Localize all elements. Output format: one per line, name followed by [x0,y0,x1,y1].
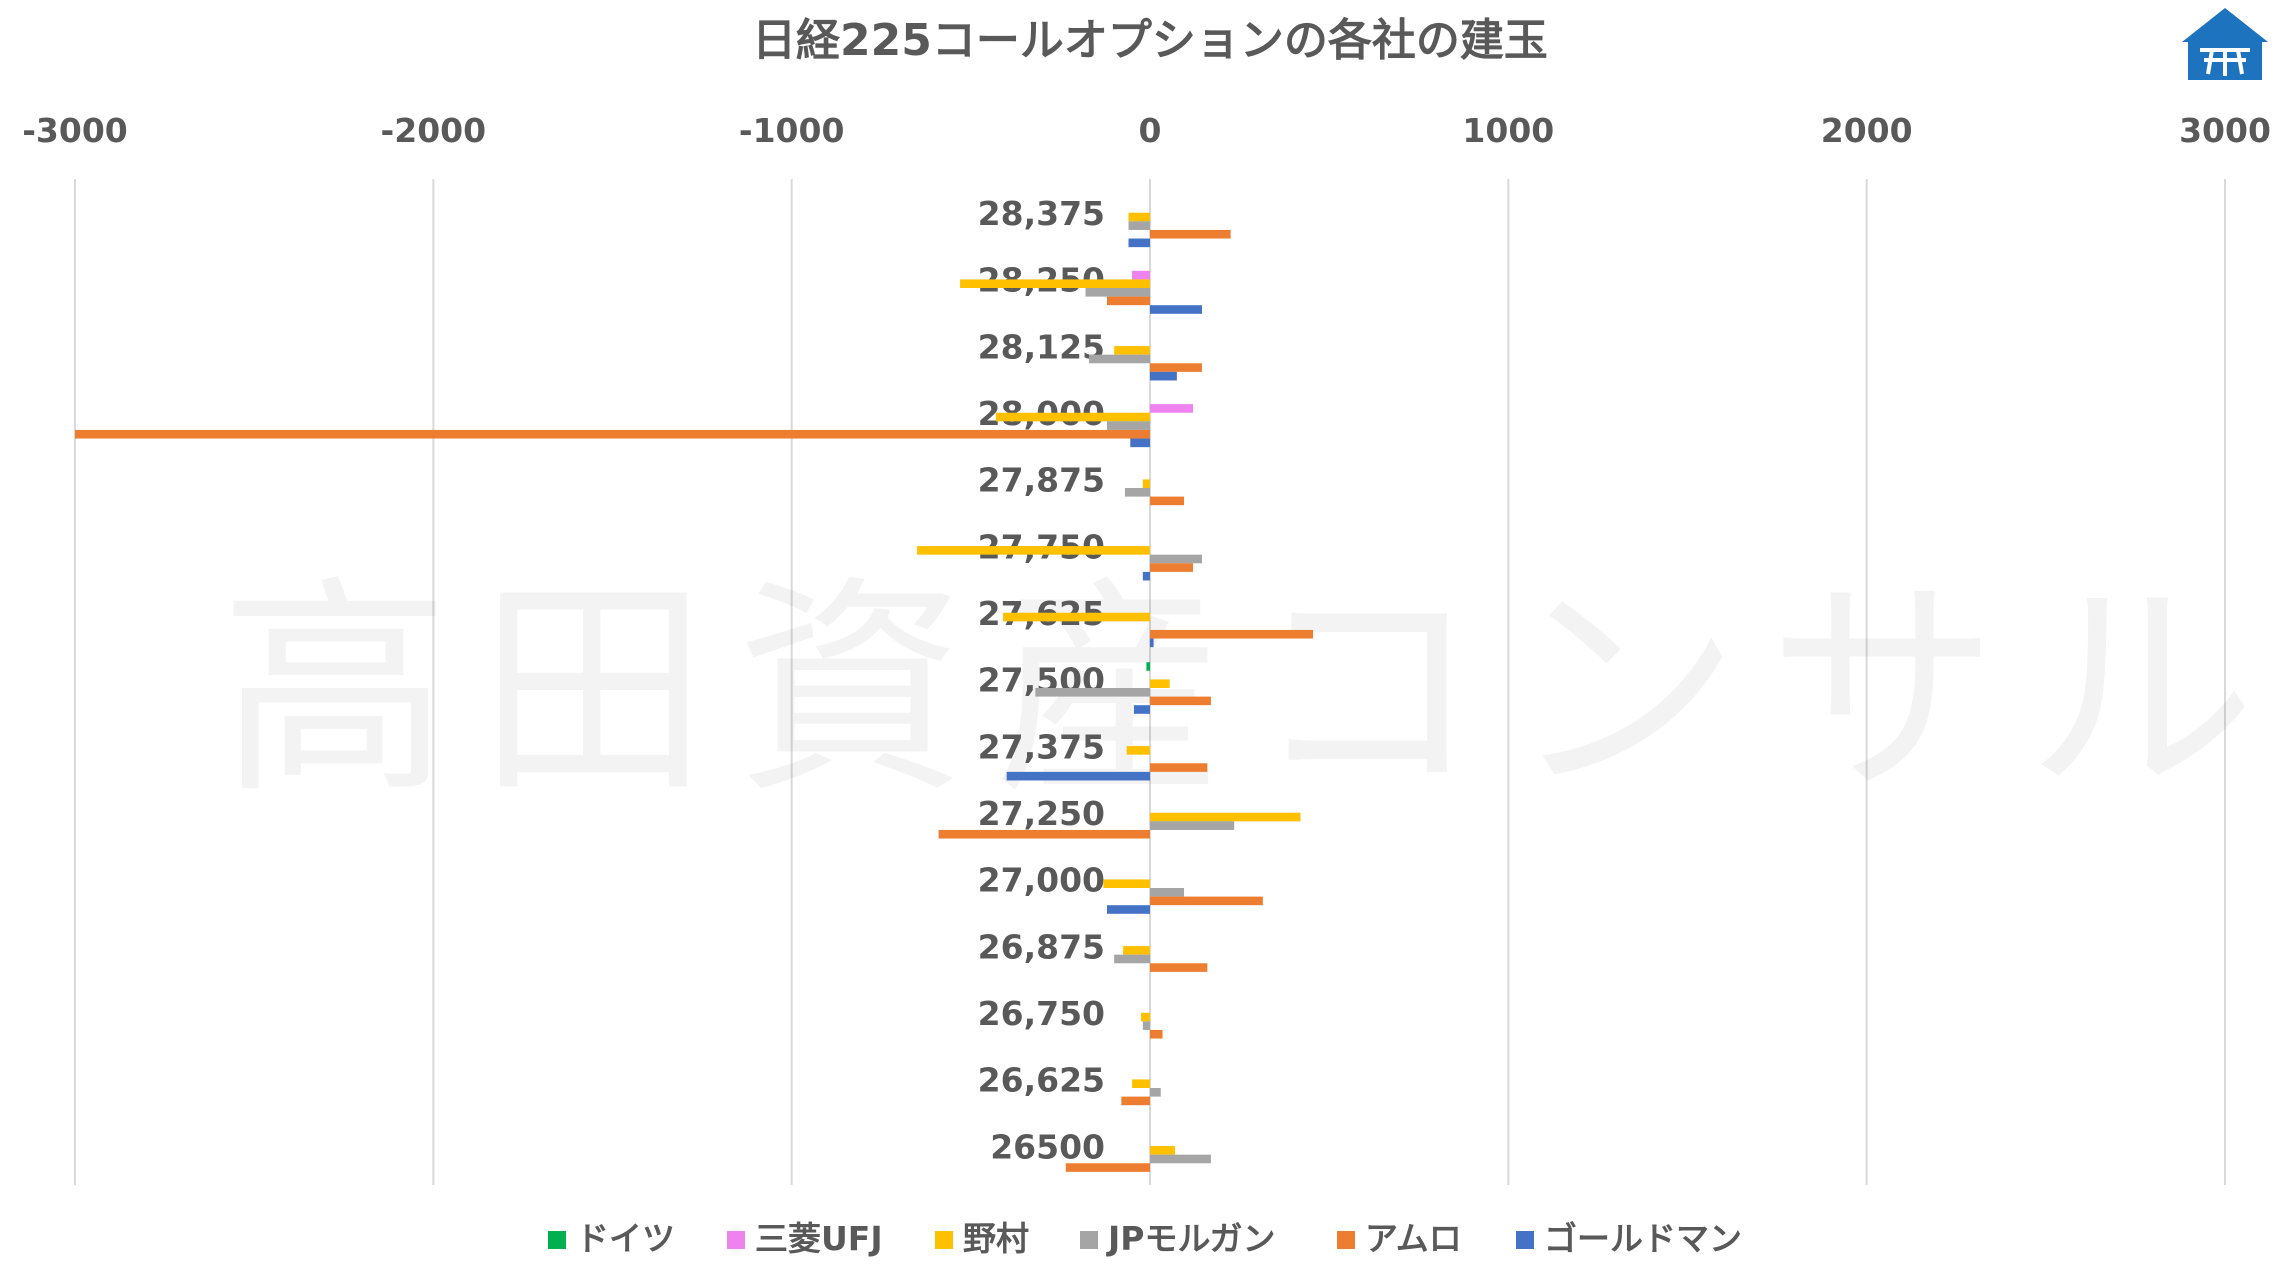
bar [1150,1029,1163,1039]
y-tick-label: 26,875 [978,927,1105,966]
bar [1142,1021,1150,1030]
legend: ドイツ 三菱UFJ 野村 JPモルガン アムロ ゴールドマン [548,1219,1742,1258]
bar [1150,896,1263,906]
bar [1128,238,1150,248]
legend-label: ゴールドマン [1544,1219,1742,1258]
bar [1142,479,1150,488]
bar [960,279,1150,288]
bar [1130,438,1150,448]
legend-swatch [1080,1231,1098,1249]
bar [1150,812,1301,822]
bar [1150,638,1154,648]
y-tick-label: 27,875 [978,461,1105,500]
bar [1150,679,1170,688]
bar [917,546,1150,555]
y-tick-label: 27,250 [978,794,1105,833]
bar [1150,821,1235,830]
x-tick-label: -3000 [22,111,128,150]
house-logo-icon [2182,8,2268,80]
y-tick-label: 27,000 [978,861,1105,900]
legend-swatch [1516,1231,1534,1249]
bar [938,829,1150,839]
bar [1114,346,1150,355]
legend-label: 野村 [963,1219,1029,1258]
bar [1035,688,1150,697]
bar [1150,371,1177,381]
y-tick-label: 26,750 [978,994,1105,1033]
bar [1085,288,1150,297]
y-tick-label: 26,625 [978,1061,1105,1100]
bar [1150,229,1231,239]
legend-label: JPモルガン [1106,1219,1275,1258]
bar [1150,1154,1211,1164]
bar [1123,946,1150,955]
bar [1142,571,1150,581]
bar [1150,404,1193,413]
bar [1089,354,1150,364]
bar [1150,763,1208,772]
x-tick-label: 1000 [1462,111,1554,150]
legend-swatch [548,1231,566,1249]
legend-swatch [935,1231,953,1249]
bar [1103,879,1150,888]
bar [1150,963,1208,972]
bar [995,412,1150,422]
bar [1150,1088,1161,1097]
x-tick-label: 2000 [1821,111,1913,150]
bar [1150,363,1202,372]
x-tick-label: -1000 [739,111,845,150]
y-tick-label: 28,375 [978,194,1105,233]
x-tick-label: 3000 [2179,111,2271,150]
legend-label: アムロ [1365,1219,1462,1258]
legend-swatch [1337,1231,1355,1249]
bar [1150,888,1185,897]
bar [1107,296,1150,306]
bar [1128,221,1150,230]
bar [1003,612,1150,622]
bar [1133,705,1150,714]
legend-label: 三菱UFJ [755,1219,883,1258]
bar [1121,1096,1150,1106]
legend-label: ドイツ [576,1219,675,1258]
bar [1065,1163,1150,1172]
x-axis-ticks: -3000 -2000 -1000 0 1000 2000 3000 [22,111,2271,150]
bar [1146,662,1150,671]
bar [1124,488,1150,497]
x-tick-label: -2000 [381,111,487,150]
bar [1141,1012,1150,1022]
y-axis-ticks: 28,37528,25028,12528,00027,87527,75027,6… [978,194,1105,1166]
bar [1132,270,1150,280]
watermark: 高田資産コンサル [220,558,2284,825]
bar [1114,954,1150,964]
legend-swatch [727,1231,745,1249]
bar [1150,305,1202,314]
bar [1107,421,1150,430]
bar [1150,496,1185,506]
bar [1150,1146,1176,1155]
bar [1107,905,1150,914]
bar [1132,1079,1150,1088]
bar [1150,554,1202,564]
bar [1150,629,1314,639]
bar [1150,563,1193,572]
chart-title: 日経225コールオプションの各社の建玉 [752,15,1548,66]
bar [75,429,1150,439]
x-tick-label: 0 [1139,111,1162,150]
y-tick-label: 26500 [990,1127,1105,1166]
bar [1006,771,1150,781]
y-tick-label: 27,375 [978,727,1105,766]
bars [75,212,1314,1172]
y-tick-label: 28,125 [978,327,1105,366]
bar [1128,212,1150,222]
bar [1150,696,1211,706]
bar [1126,746,1150,755]
